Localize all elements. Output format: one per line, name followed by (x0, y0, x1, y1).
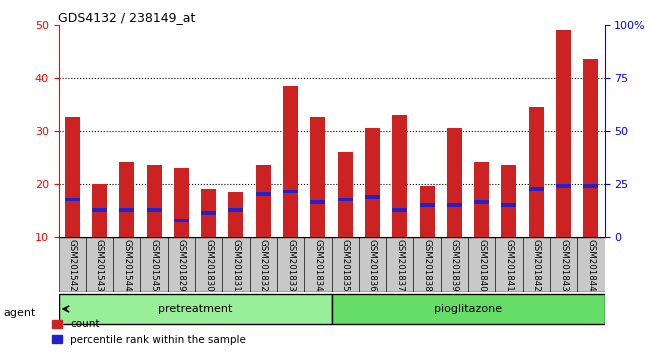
Bar (392, 208, 408, 212)
Bar (92, 184, 107, 236)
Bar (92, 208, 107, 212)
Bar (468, 236, 495, 292)
Text: GSM201844: GSM201844 (586, 239, 595, 292)
Bar (337, 198, 353, 201)
Bar (386, 236, 413, 292)
Bar (413, 236, 441, 292)
Bar (550, 236, 577, 292)
Text: GSM201832: GSM201832 (259, 239, 268, 292)
Bar (146, 208, 162, 212)
Bar (222, 236, 250, 292)
Bar (174, 168, 189, 236)
Text: GSM201543: GSM201543 (95, 239, 104, 292)
Text: GSM201834: GSM201834 (313, 239, 322, 292)
Bar (556, 30, 571, 236)
Legend: count, percentile rank within the sample: count, percentile rank within the sample (47, 315, 250, 349)
Bar (64, 198, 80, 201)
Bar (332, 294, 604, 324)
Bar (501, 165, 517, 236)
Bar (365, 128, 380, 236)
Bar (140, 236, 168, 292)
Bar (113, 236, 140, 292)
Bar (228, 192, 244, 236)
Bar (474, 200, 489, 204)
Text: GDS4132 / 238149_at: GDS4132 / 238149_at (58, 11, 196, 24)
Text: GSM201843: GSM201843 (559, 239, 568, 292)
Bar (495, 236, 523, 292)
Bar (255, 192, 271, 196)
Bar (365, 195, 380, 199)
Bar (583, 184, 599, 188)
Bar (501, 203, 517, 207)
Bar (58, 294, 332, 324)
Bar (119, 208, 135, 212)
Bar (119, 162, 135, 236)
Bar (359, 236, 386, 292)
Bar (447, 128, 462, 236)
Bar (577, 236, 605, 292)
Bar (283, 190, 298, 193)
Text: GSM201833: GSM201833 (286, 239, 295, 292)
Text: GSM201842: GSM201842 (532, 239, 541, 292)
Bar (86, 236, 113, 292)
Text: GSM201841: GSM201841 (504, 239, 514, 292)
Bar (174, 219, 189, 223)
Text: GSM201840: GSM201840 (477, 239, 486, 292)
Bar (228, 208, 244, 212)
Text: GSM201831: GSM201831 (231, 239, 240, 292)
Bar (310, 200, 326, 204)
Bar (528, 107, 544, 236)
Bar (528, 187, 544, 191)
Text: GSM201542: GSM201542 (68, 239, 77, 292)
Bar (250, 236, 277, 292)
Text: GSM201837: GSM201837 (395, 239, 404, 292)
Bar (337, 152, 353, 236)
Bar (58, 236, 86, 292)
Bar (419, 186, 435, 236)
Bar (201, 211, 216, 215)
Bar (64, 118, 80, 236)
Bar (556, 184, 571, 188)
Bar (283, 86, 298, 236)
Text: GSM201836: GSM201836 (368, 239, 377, 292)
Text: GSM201544: GSM201544 (122, 239, 131, 292)
Bar (201, 189, 216, 236)
Text: GSM201545: GSM201545 (150, 239, 159, 292)
Bar (255, 165, 271, 236)
Bar (304, 236, 332, 292)
Text: agent: agent (3, 308, 36, 318)
Text: GSM201830: GSM201830 (204, 239, 213, 292)
Bar (392, 115, 408, 236)
Bar (195, 236, 222, 292)
Bar (474, 162, 489, 236)
Bar (441, 236, 468, 292)
Text: pretreatment: pretreatment (158, 304, 232, 314)
Text: GSM201829: GSM201829 (177, 239, 186, 292)
Bar (310, 118, 326, 236)
Text: GSM201839: GSM201839 (450, 239, 459, 292)
Text: pioglitazone: pioglitazone (434, 304, 502, 314)
Bar (168, 236, 195, 292)
Bar (419, 203, 435, 207)
Bar (277, 236, 304, 292)
Bar (447, 203, 462, 207)
Text: GSM201835: GSM201835 (341, 239, 350, 292)
Bar (523, 236, 550, 292)
Text: GSM201838: GSM201838 (422, 239, 432, 292)
Bar (583, 59, 599, 236)
Bar (332, 236, 359, 292)
Bar (146, 165, 162, 236)
